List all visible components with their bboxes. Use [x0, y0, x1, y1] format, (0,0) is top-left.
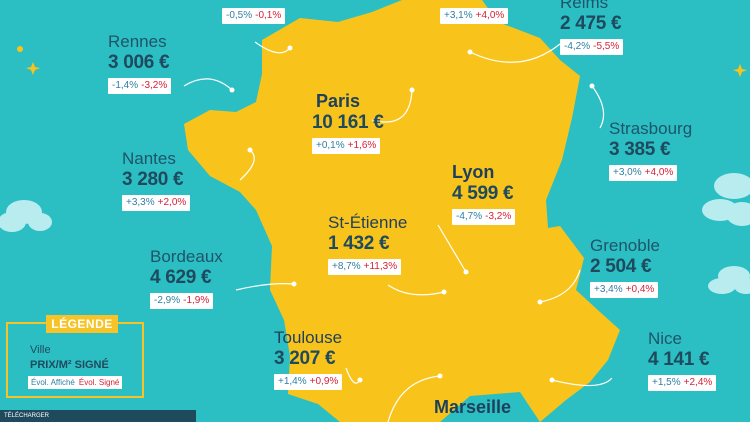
city-price: 4 599 € [452, 183, 514, 204]
evolution-badge: -4,2% -5,5% [560, 39, 624, 55]
cloud-icon [0, 200, 52, 232]
evolution-signe: -1,9% [183, 295, 210, 306]
evolution-affiche: +3,1% [444, 10, 473, 21]
download-link[interactable]: TÉLÉCHARGER [0, 410, 196, 422]
city-name: Bordeaux [150, 247, 223, 266]
legend-box: Légende Ville Prix/m² signé Évol. Affich… [6, 315, 144, 398]
france-map-shape [184, 0, 620, 422]
city-name: Nantes [122, 149, 176, 168]
evolution-signe: +11,3% [363, 261, 398, 272]
evolution-affiche: -4,2% [564, 41, 591, 52]
city-name: Toulouse [274, 328, 343, 347]
legend-evolution-badge: Évol. Affiché Évol. Signé [28, 376, 123, 389]
evolution-badge: -1,4% -3,2% [108, 78, 172, 94]
evolution-signe: +4,0% [475, 10, 505, 21]
evolution-badge: +3,1% +4,0% [440, 8, 509, 24]
evolution-signe: +0,9% [309, 376, 339, 387]
city-lyon: Lyon 4 599 € -4,7% -3,2% [452, 162, 516, 225]
evolution-badge: -0,5% -0,1% [222, 8, 286, 24]
city-price: 3 280 € [122, 169, 184, 190]
evolution-signe: +2,4% [683, 377, 713, 388]
city-name: Lyon [452, 162, 495, 182]
city-name: Reims [560, 0, 609, 12]
city-name: Rennes [108, 32, 167, 51]
evolution-affiche: -4,7% [456, 211, 483, 222]
evolution-affiche: +8,7% [332, 261, 361, 272]
evolution-affiche: -1,4% [112, 80, 139, 91]
city-nice: Nice 4 141 € +1,5% +2,4% [648, 329, 717, 391]
city-price: 1 432 € [328, 233, 390, 254]
evolution-affiche: -2,9% [154, 295, 181, 306]
evolution-badge: +1,5% +2,4% [648, 375, 717, 391]
evolution-badge: +1,4% +0,9% [274, 374, 343, 390]
evolution-badge: +3,0% +4,0% [609, 165, 678, 181]
evolution-affiche: -0,5% [226, 10, 253, 21]
city-price: 3 385 € [609, 139, 671, 160]
city-price: 3 006 € [108, 52, 170, 73]
city-name: Strasbourg [609, 119, 693, 138]
city-name: Paris [316, 91, 361, 111]
city-toulouse: Toulouse 3 207 € +1,4% +0,9% [274, 328, 343, 390]
evolution-badge: -2,9% -1,9% [150, 293, 214, 309]
city-block: -0,5% -0,1% [222, 0, 286, 24]
city-name: St-Étienne [328, 213, 408, 232]
evolution-badge: +8,7% +11,3% [328, 259, 402, 275]
moon-icon [736, 34, 746, 54]
city-rennes: Rennes 3 006 € -1,4% -3,2% [108, 32, 172, 94]
evolution-badge: +3,3% +2,0% [122, 195, 191, 211]
star-icon [17, 46, 23, 52]
city-price: 4 629 € [150, 267, 212, 288]
evolution-signe: -5,5% [593, 41, 620, 52]
evolution-badge: +3,4% +0,4% [590, 282, 659, 298]
city-price: 3 207 € [274, 348, 336, 369]
evolution-signe: +2,0% [157, 197, 187, 208]
evolution-affiche: +3,4% [594, 284, 623, 295]
evolution-signe: -0,1% [255, 10, 282, 21]
evolution-affiche: +1,4% [278, 376, 307, 387]
city-price: 10 161 € [312, 112, 384, 133]
evolution-affiche: +3,3% [126, 197, 155, 208]
evolution-signe: -3,2% [141, 80, 168, 91]
city-nantes: Nantes 3 280 € +3,3% +2,0% [122, 149, 191, 211]
cloud-icon [708, 266, 750, 294]
evolution-badge: -4,7% -3,2% [452, 209, 516, 225]
city-grenoble: Grenoble 2 504 € +3,4% +0,4% [590, 237, 660, 298]
city-price: 4 141 € [648, 349, 710, 370]
city-st-etienne: St-Étienne 1 432 € +8,7% +11,3% [328, 214, 407, 275]
evolution-signe: +1,6% [347, 140, 377, 151]
city-price: 2 504 € [590, 256, 652, 277]
city-name: Nice [648, 329, 683, 348]
evolution-signe: +0,4% [625, 284, 655, 295]
city-name: Marseille [434, 397, 512, 417]
city-strasbourg: Strasbourg 3 385 € +3,0% +4,0% [609, 120, 692, 181]
city-reims: Reims 2 475 € -4,2% -5,5% [560, 0, 624, 55]
cloud-icon [702, 173, 750, 226]
legend-prix-label: Prix/m² signé [30, 359, 109, 371]
legend-evol-affiche: Évol. Affiché [31, 378, 75, 387]
legend-ville-label: Ville [30, 344, 51, 356]
city-block: +3,1% +4,0% [440, 0, 509, 24]
evolution-affiche: +1,5% [652, 377, 681, 388]
evolution-signe: -3,2% [485, 211, 512, 222]
legend-title: Légende [46, 315, 118, 333]
evolution-affiche: +0,1% [316, 140, 345, 151]
city-paris: Paris 10 161 € +0,1% +1,6% [312, 92, 384, 154]
city-price: 2 475 € [560, 13, 622, 34]
city-marseille: Marseille [434, 398, 511, 416]
star-icon [26, 62, 747, 77]
evolution-signe: +4,0% [644, 167, 674, 178]
evolution-badge: +0,1% +1,6% [312, 138, 381, 154]
legend-evol-signe: Évol. Signé [78, 378, 120, 387]
city-name: Grenoble [590, 236, 660, 255]
city-bordeaux: Bordeaux 4 629 € -2,9% -1,9% [150, 248, 223, 309]
evolution-affiche: +3,0% [613, 167, 642, 178]
